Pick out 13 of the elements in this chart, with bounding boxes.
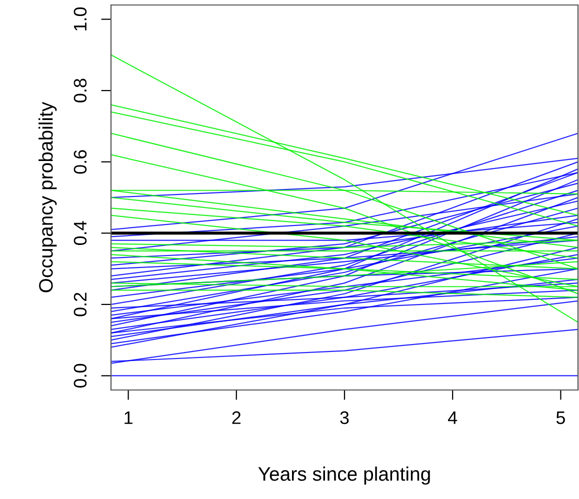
y-axis-title: Occupancy probability [38, 102, 57, 292]
x-tick-label: 2 [232, 411, 241, 424]
y-tick-label: 0.4 [74, 221, 87, 245]
x-tick-label: 4 [448, 411, 458, 424]
x-tick-label: 5 [556, 411, 565, 424]
x-tick-label: 3 [340, 411, 349, 424]
y-tick-label: 0.6 [74, 150, 87, 174]
y-tick-label: 0.0 [74, 364, 87, 388]
x-axis-title: Years since planting [258, 466, 430, 485]
y-tick-label: 0.2 [74, 292, 87, 316]
x-tick-label: 1 [124, 411, 132, 424]
y-tick-label: 1.0 [74, 7, 87, 30]
y-tick-label: 0.8 [74, 78, 87, 102]
